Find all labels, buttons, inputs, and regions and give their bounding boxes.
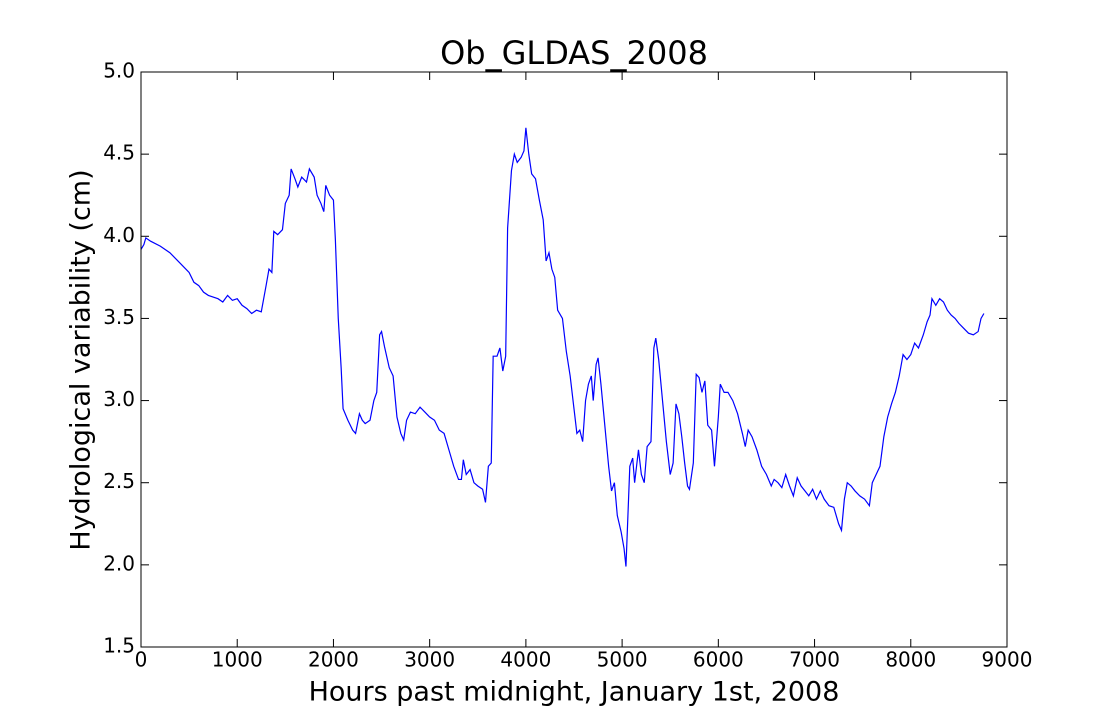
y-axis-label: Hydrological variability (cm): [66, 169, 97, 550]
y-tick-label: 3.0: [103, 387, 135, 411]
x-tick-label: 8000: [885, 648, 936, 672]
y-tick-label: 1.5: [103, 634, 135, 658]
x-tick-label: 7000: [789, 648, 840, 672]
chart-title: Ob_GLDAS_2008: [440, 34, 708, 72]
y-tick-label: 4.0: [103, 223, 135, 247]
y-tick-label: 2.0: [103, 551, 135, 575]
y-tick-label: 3.5: [103, 305, 135, 329]
x-axis-label: Hours past midnight, January 1st, 2008: [309, 677, 840, 708]
x-tick-label: 9000: [982, 648, 1033, 672]
x-tick-label: 4000: [500, 648, 551, 672]
y-tick-label: 4.5: [103, 141, 135, 165]
x-tick-label: 6000: [693, 648, 744, 672]
x-tick-label: 3000: [404, 648, 455, 672]
x-tick-label: 1000: [212, 648, 263, 672]
y-tick-label: 5.0: [103, 59, 135, 83]
x-tick-label: 2000: [308, 648, 359, 672]
plot-frame: [140, 71, 1008, 648]
x-tick-label: 0: [135, 648, 148, 672]
x-tick-label: 5000: [597, 648, 648, 672]
data-line: [140, 127, 985, 567]
y-tick-label: 2.5: [103, 469, 135, 493]
